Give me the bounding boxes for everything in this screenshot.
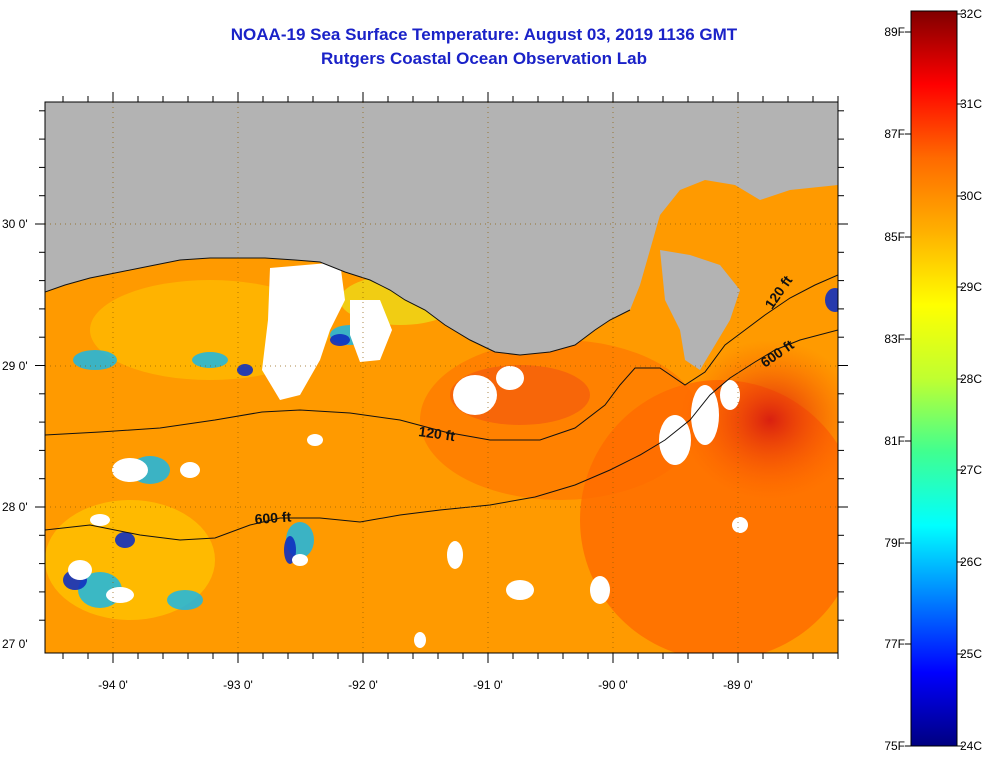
coastline xyxy=(45,257,631,356)
graticule xyxy=(45,102,838,653)
lat-label: 30 0' xyxy=(2,217,28,231)
lon-label: -94 0' xyxy=(98,678,128,692)
lat-label: 27 0' xyxy=(2,637,28,651)
colorbar-c-label: 28C xyxy=(960,372,982,386)
lat-label: 28 0' xyxy=(2,500,28,514)
colorbar-f-label: 79F xyxy=(884,536,905,550)
colorbar xyxy=(910,10,958,747)
lon-label: -89 0' xyxy=(723,678,753,692)
lon-label: -92 0' xyxy=(348,678,378,692)
chart-subtitle: Rutgers Coastal Ocean Observation Lab xyxy=(321,49,647,68)
land-mass xyxy=(45,102,838,355)
colorbar-f-label: 89F xyxy=(884,25,905,39)
chart-title: NOAA-19 Sea Surface Temperature: August … xyxy=(230,25,738,44)
lon-label: -91 0' xyxy=(473,678,503,692)
colorbar-f-label: 75F xyxy=(884,739,905,753)
colorbar-ticks xyxy=(905,13,963,747)
map-frame xyxy=(44,101,839,654)
axis-ticks xyxy=(35,92,848,663)
colorbar-c-label: 29C xyxy=(960,280,982,294)
colorbar-c-label: 30C xyxy=(960,189,982,203)
contour-120ft xyxy=(45,274,838,441)
colorbar-c-label: 31C xyxy=(960,97,982,111)
colorbar-c-label: 32C xyxy=(960,7,982,21)
colorbar-f-label: 77F xyxy=(884,637,905,651)
contour-600ft xyxy=(45,329,838,541)
colorbar-f-label: 83F xyxy=(884,332,905,346)
hot-region xyxy=(680,340,838,500)
colorbar-c-label: 26C xyxy=(960,555,982,569)
colorbar-c-label: 24C xyxy=(960,739,982,753)
colorbar-f-label: 85F xyxy=(884,230,905,244)
delta-land xyxy=(660,250,740,370)
colorbar-c-label: 25C xyxy=(960,647,982,661)
lon-label: -90 0' xyxy=(598,678,628,692)
lon-label: -93 0' xyxy=(223,678,253,692)
colorbar-f-label: 81F xyxy=(884,434,905,448)
colorbar-c-label: 27C xyxy=(960,463,982,477)
colorbar-f-label: 87F xyxy=(884,127,905,141)
contour-label-600ft-west: 600 ft xyxy=(254,508,292,527)
contour-label-120ft-west: 120 ft xyxy=(418,423,457,444)
lat-label: 29 0' xyxy=(2,359,28,373)
